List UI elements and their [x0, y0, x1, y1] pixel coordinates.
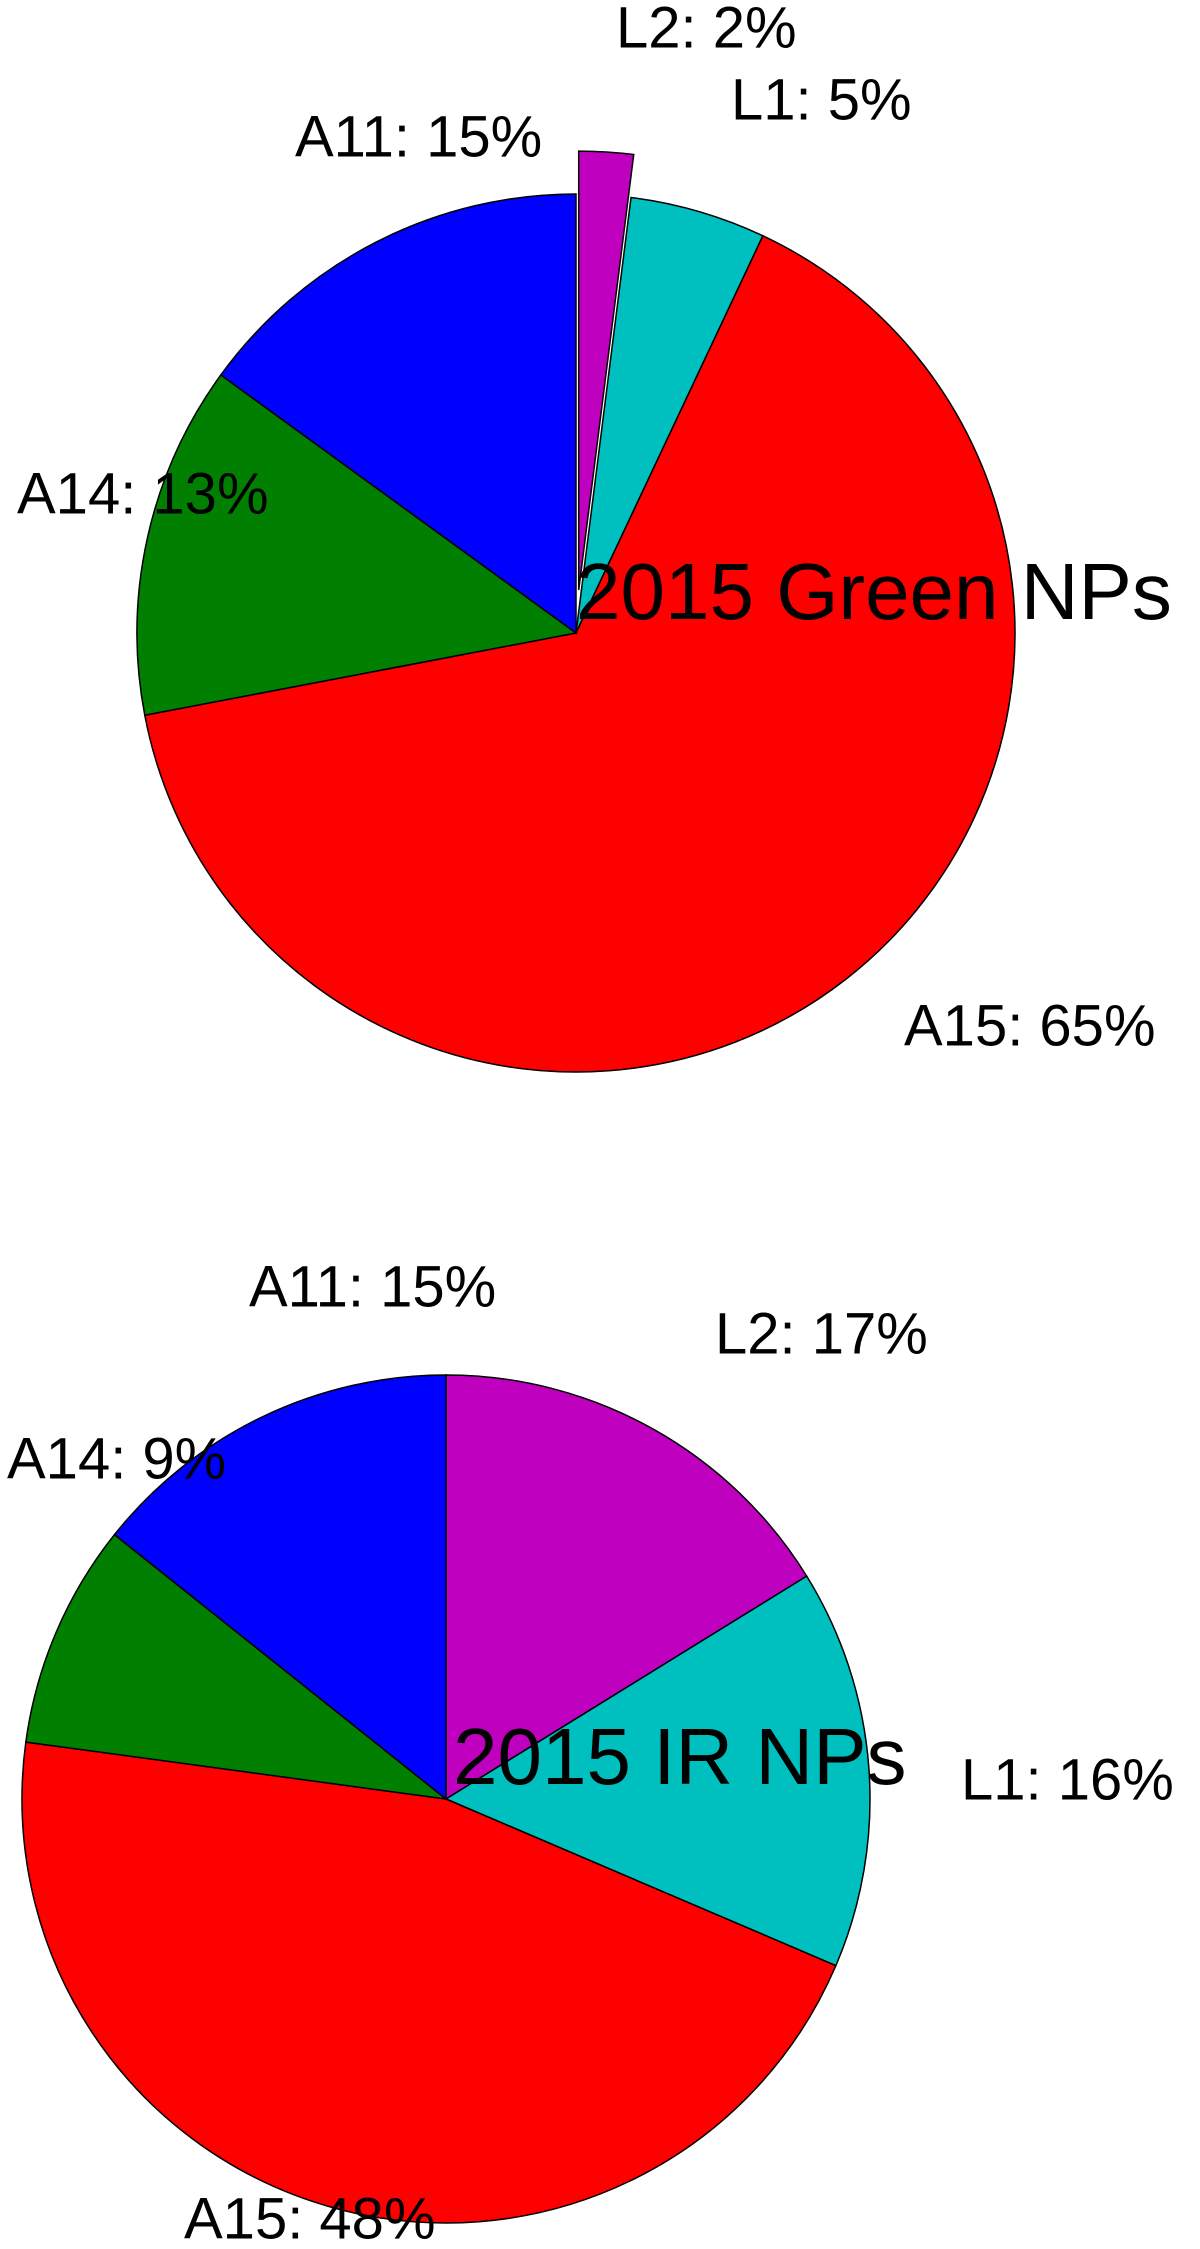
- pie-slice: [143, 234, 1016, 1073]
- pie-slice: [219, 193, 577, 635]
- slice-label: A15: 48%: [184, 2186, 436, 2249]
- slice-label: A14: 13%: [17, 461, 269, 526]
- pie-slice: [24, 1533, 449, 1801]
- pie-slice: [113, 1374, 447, 1801]
- slice-label: A15: 65%: [904, 993, 1156, 1058]
- pie-slice: [136, 373, 578, 717]
- slice-label: L2: 2%: [616, 0, 797, 60]
- slice-label: L1: 16%: [961, 1747, 1174, 1812]
- slice-label: A14: 9%: [7, 1426, 226, 1491]
- pie-slice: [445, 1374, 808, 1801]
- chart-title: 2015 Green NPs: [576, 547, 1172, 636]
- slice-label: L1: 5%: [731, 67, 912, 132]
- slice-label: L2: 17%: [715, 1301, 928, 1366]
- pie-slice: [21, 1741, 837, 2224]
- pie-slice: [444, 1575, 871, 1967]
- slice-label: A11: 15%: [295, 104, 542, 169]
- pie-slice: [577, 150, 635, 591]
- slice-label: A11: 15%: [249, 1254, 496, 1319]
- chart-title: 2015 IR NPs: [453, 1712, 907, 1801]
